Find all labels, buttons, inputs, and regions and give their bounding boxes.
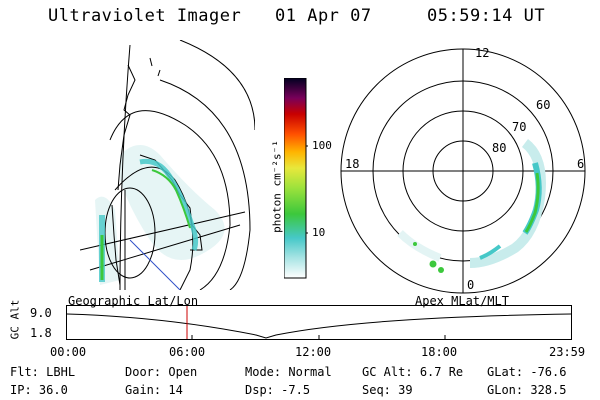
- timeline-y-tick-max: 9.0: [30, 306, 52, 320]
- lat-label-60: 60: [536, 98, 551, 112]
- mlt-label-0: 0: [467, 278, 475, 292]
- info-filter: Flt: LBHL: [10, 365, 76, 379]
- polar-plot: [340, 48, 586, 294]
- date-label: 01 Apr 07: [275, 6, 372, 26]
- time-label: 05:59:14 UT: [427, 6, 546, 26]
- timeline-y-tick-min: 1.8: [30, 326, 52, 340]
- info-gain: Gain: 14: [125, 383, 183, 397]
- colorbar-tick-100: 100: [312, 139, 332, 152]
- info-glon: GLon: 328.5: [487, 383, 567, 397]
- timeline-plot: [66, 305, 572, 340]
- mlt-label-18: 18: [345, 157, 360, 171]
- color-bar: [284, 78, 308, 279]
- timeline-y-axis-label: GC Alt: [8, 299, 22, 340]
- lat-label-80: 80: [492, 141, 507, 155]
- info-seq: Seq: 39: [362, 383, 413, 397]
- timeline-x-tick-0600: 06:00: [169, 345, 206, 359]
- timeline-left-title: Geographic Lat/Lon: [68, 294, 199, 308]
- geographic-map: [80, 40, 255, 290]
- info-door: Door: Open: [125, 365, 198, 379]
- instrument-title: Ultraviolet Imager: [48, 6, 242, 26]
- lat-label-70: 70: [512, 120, 527, 134]
- timeline-x-tick-0000: 00:00: [50, 345, 87, 359]
- colorbar-tick-10: 10: [312, 226, 326, 239]
- mlt-label-6: 6: [577, 157, 585, 171]
- colorbar-label: photon cm⁻²s⁻¹: [270, 140, 284, 233]
- mlt-label-12: 12: [475, 46, 490, 60]
- timeline-x-tick-1800: 18:00: [421, 345, 458, 359]
- timeline-right-title: Apex MLat/MLT: [415, 294, 509, 308]
- info-dsp: Dsp: -7.5: [245, 383, 311, 397]
- info-mode: Mode: Normal: [245, 365, 332, 379]
- info-glat: GLat: -76.6: [487, 365, 567, 379]
- info-ip: IP: 36.0: [10, 383, 68, 397]
- timeline-x-tick-1200: 12:00: [295, 345, 332, 359]
- info-gc-alt: GC Alt: 6.7 Re: [362, 365, 464, 379]
- timeline-x-tick-2359: 23:59: [549, 345, 586, 359]
